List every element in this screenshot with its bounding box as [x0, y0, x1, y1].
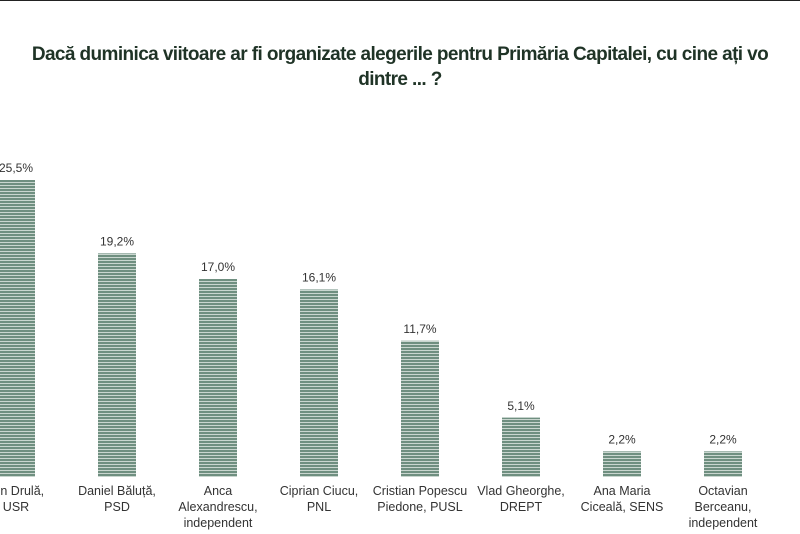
bar	[704, 451, 742, 477]
x-tick-label: ălin Drulă, USR	[0, 484, 44, 514]
value-label: 5,1%	[507, 399, 535, 413]
x-tick-label-line: Ciprian Ciucu,	[280, 484, 359, 498]
bar	[502, 417, 540, 477]
bar	[401, 340, 439, 477]
value-label: 16,1%	[302, 271, 336, 285]
x-tick-label-line: independent	[184, 516, 253, 530]
bar	[603, 451, 641, 477]
value-label: 25,5%	[0, 161, 33, 175]
bar	[300, 289, 338, 477]
x-tick-label-line: PSD	[104, 500, 130, 514]
x-tick-label: Cristian Popescu Piedone, PUSL	[373, 484, 468, 514]
x-tick-label-line: ălin Drulă,	[0, 484, 44, 498]
value-label: 19,2%	[100, 235, 134, 249]
value-label: 11,7%	[403, 322, 436, 336]
x-tick-label-line: Vlad Gheorghe,	[477, 484, 565, 498]
x-tick-label-line: Ciceală, SENS	[581, 500, 664, 514]
x-tick-label-line: independent	[689, 516, 758, 530]
value-label: 2,2%	[709, 433, 737, 447]
x-tick-label: Ciprian Ciucu, PNL	[280, 484, 359, 514]
bar	[199, 279, 237, 477]
chart-title: dintre ... ?	[358, 69, 442, 90]
bar	[0, 180, 35, 477]
x-tick-label-line: USR	[3, 500, 29, 514]
x-tick-label-line: Alexandrescu,	[178, 500, 257, 514]
x-tick-label-line: Ana Maria	[594, 484, 651, 498]
x-tick-label-line: PNL	[307, 500, 331, 514]
x-tick-label-line: Octavian	[698, 484, 747, 498]
x-tick-label: Anca Alexandrescu, independent	[178, 484, 257, 530]
x-tick-label-line: Cristian Popescu	[373, 484, 468, 498]
x-tick-label-line: Piedone, PUSL	[377, 500, 463, 514]
bar	[98, 253, 136, 477]
x-tick-label-line: DREPT	[500, 500, 543, 514]
x-tick-label: Vlad Gheorghe, DREPT	[477, 484, 565, 514]
value-label: 17,0%	[201, 260, 235, 274]
x-tick-label-line: Anca	[204, 484, 233, 498]
x-tick-label: Ana Maria Ciceală, SENS	[581, 484, 664, 514]
x-tick-label-line: Berceanu,	[695, 500, 752, 514]
value-label: 2,2%	[608, 433, 636, 447]
x-tick-label-line: Daniel Băluță,	[78, 484, 156, 498]
chart-title: Dacă duminica viitoare ar fi organizate …	[32, 44, 768, 65]
x-tick-label: Daniel Băluță, PSD	[78, 484, 156, 514]
x-tick-label: Octavian Berceanu, independent	[689, 484, 758, 530]
